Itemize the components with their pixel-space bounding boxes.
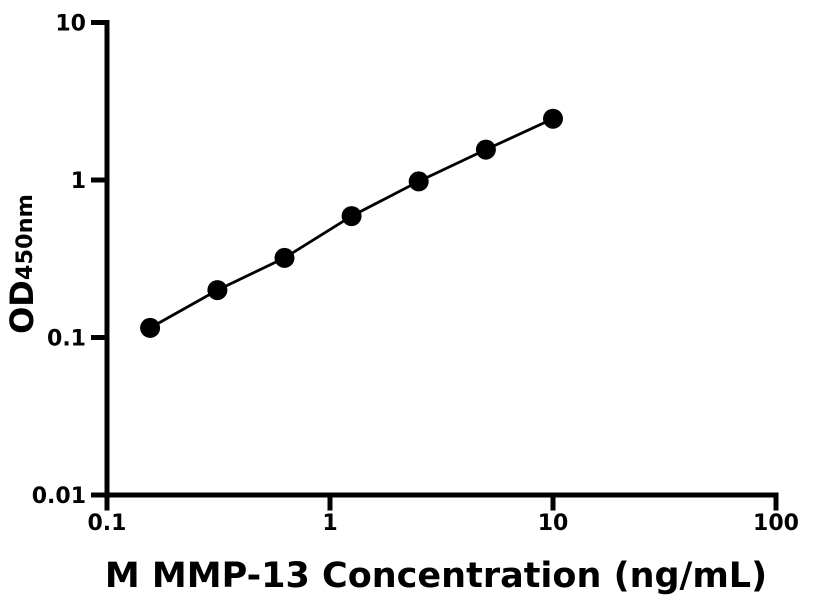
y-axis-title-main: OD xyxy=(3,280,41,334)
y-tick-label: 0.1 xyxy=(47,327,86,352)
x-tick-label: 10 xyxy=(538,511,569,536)
x-tick-label: 1 xyxy=(322,511,337,536)
y-axis-title: OD 450nm xyxy=(3,164,49,364)
x-axis-title: M MMP-13 Concentration (ng/mL) xyxy=(104,556,768,596)
y-tick-label: 1 xyxy=(71,169,86,194)
y-tick-label: 10 xyxy=(55,12,86,37)
data-point-marker xyxy=(408,171,429,192)
data-point-marker xyxy=(475,139,496,160)
data-point-marker xyxy=(543,108,563,129)
data-point-marker xyxy=(274,247,295,268)
data-point-marker xyxy=(341,206,362,227)
data-point-marker xyxy=(140,317,161,338)
x-tick-label: 0.1 xyxy=(88,511,127,536)
y-axis-title-subscript: 450nm xyxy=(12,194,38,281)
data-point-marker xyxy=(207,280,228,301)
y-tick-label: 0.01 xyxy=(32,484,86,509)
x-tick-label: 100 xyxy=(753,511,799,536)
